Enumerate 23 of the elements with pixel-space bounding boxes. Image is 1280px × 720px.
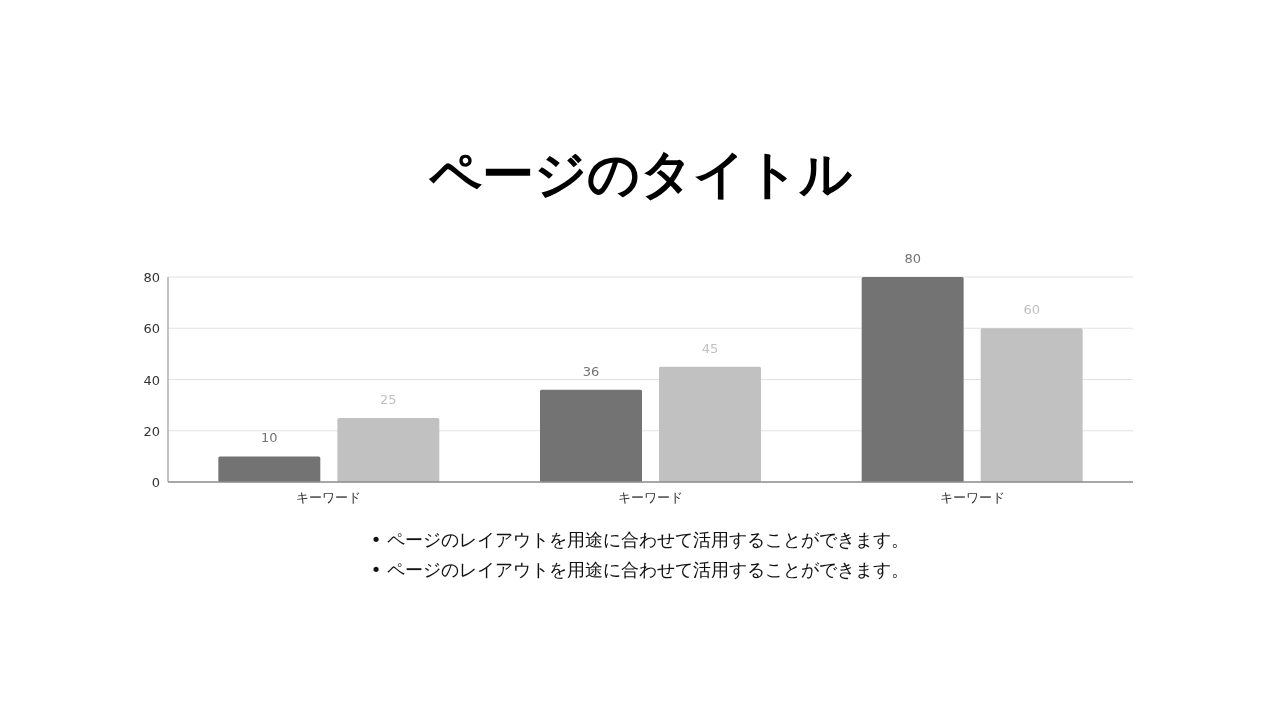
- y-tick-label: 40: [143, 372, 160, 388]
- data-label: 25: [380, 391, 397, 407]
- x-tick-label: キーワード: [296, 490, 362, 505]
- y-tick-label: 60: [143, 321, 160, 337]
- x-tick-label: キーワード: [939, 490, 1005, 505]
- text: • ページのレイアウトを用途に合わせて活用することができます。: [370, 558, 910, 582]
- data-label: 60: [1023, 302, 1040, 318]
- bar: [337, 417, 440, 482]
- bar: [540, 389, 642, 482]
- y-tick-label: 80: [143, 270, 160, 285]
- text: • ページのレイアウトを用途に合わせて活用することができます。: [370, 528, 910, 552]
- y-tick-label: 0: [151, 475, 160, 490]
- chart-title: ページのタイトル: [427, 144, 852, 204]
- y-tick-label: 20: [143, 423, 160, 439]
- data-label: 45: [701, 340, 719, 356]
- x-tick-label: キーワード: [618, 490, 683, 505]
- data-label: 10: [261, 430, 278, 446]
- bar: [861, 277, 964, 482]
- data-label: 80: [904, 251, 921, 266]
- bar: [218, 456, 321, 482]
- data-label: 36: [582, 363, 600, 379]
- bar: [980, 328, 1083, 482]
- bar: [659, 366, 761, 482]
